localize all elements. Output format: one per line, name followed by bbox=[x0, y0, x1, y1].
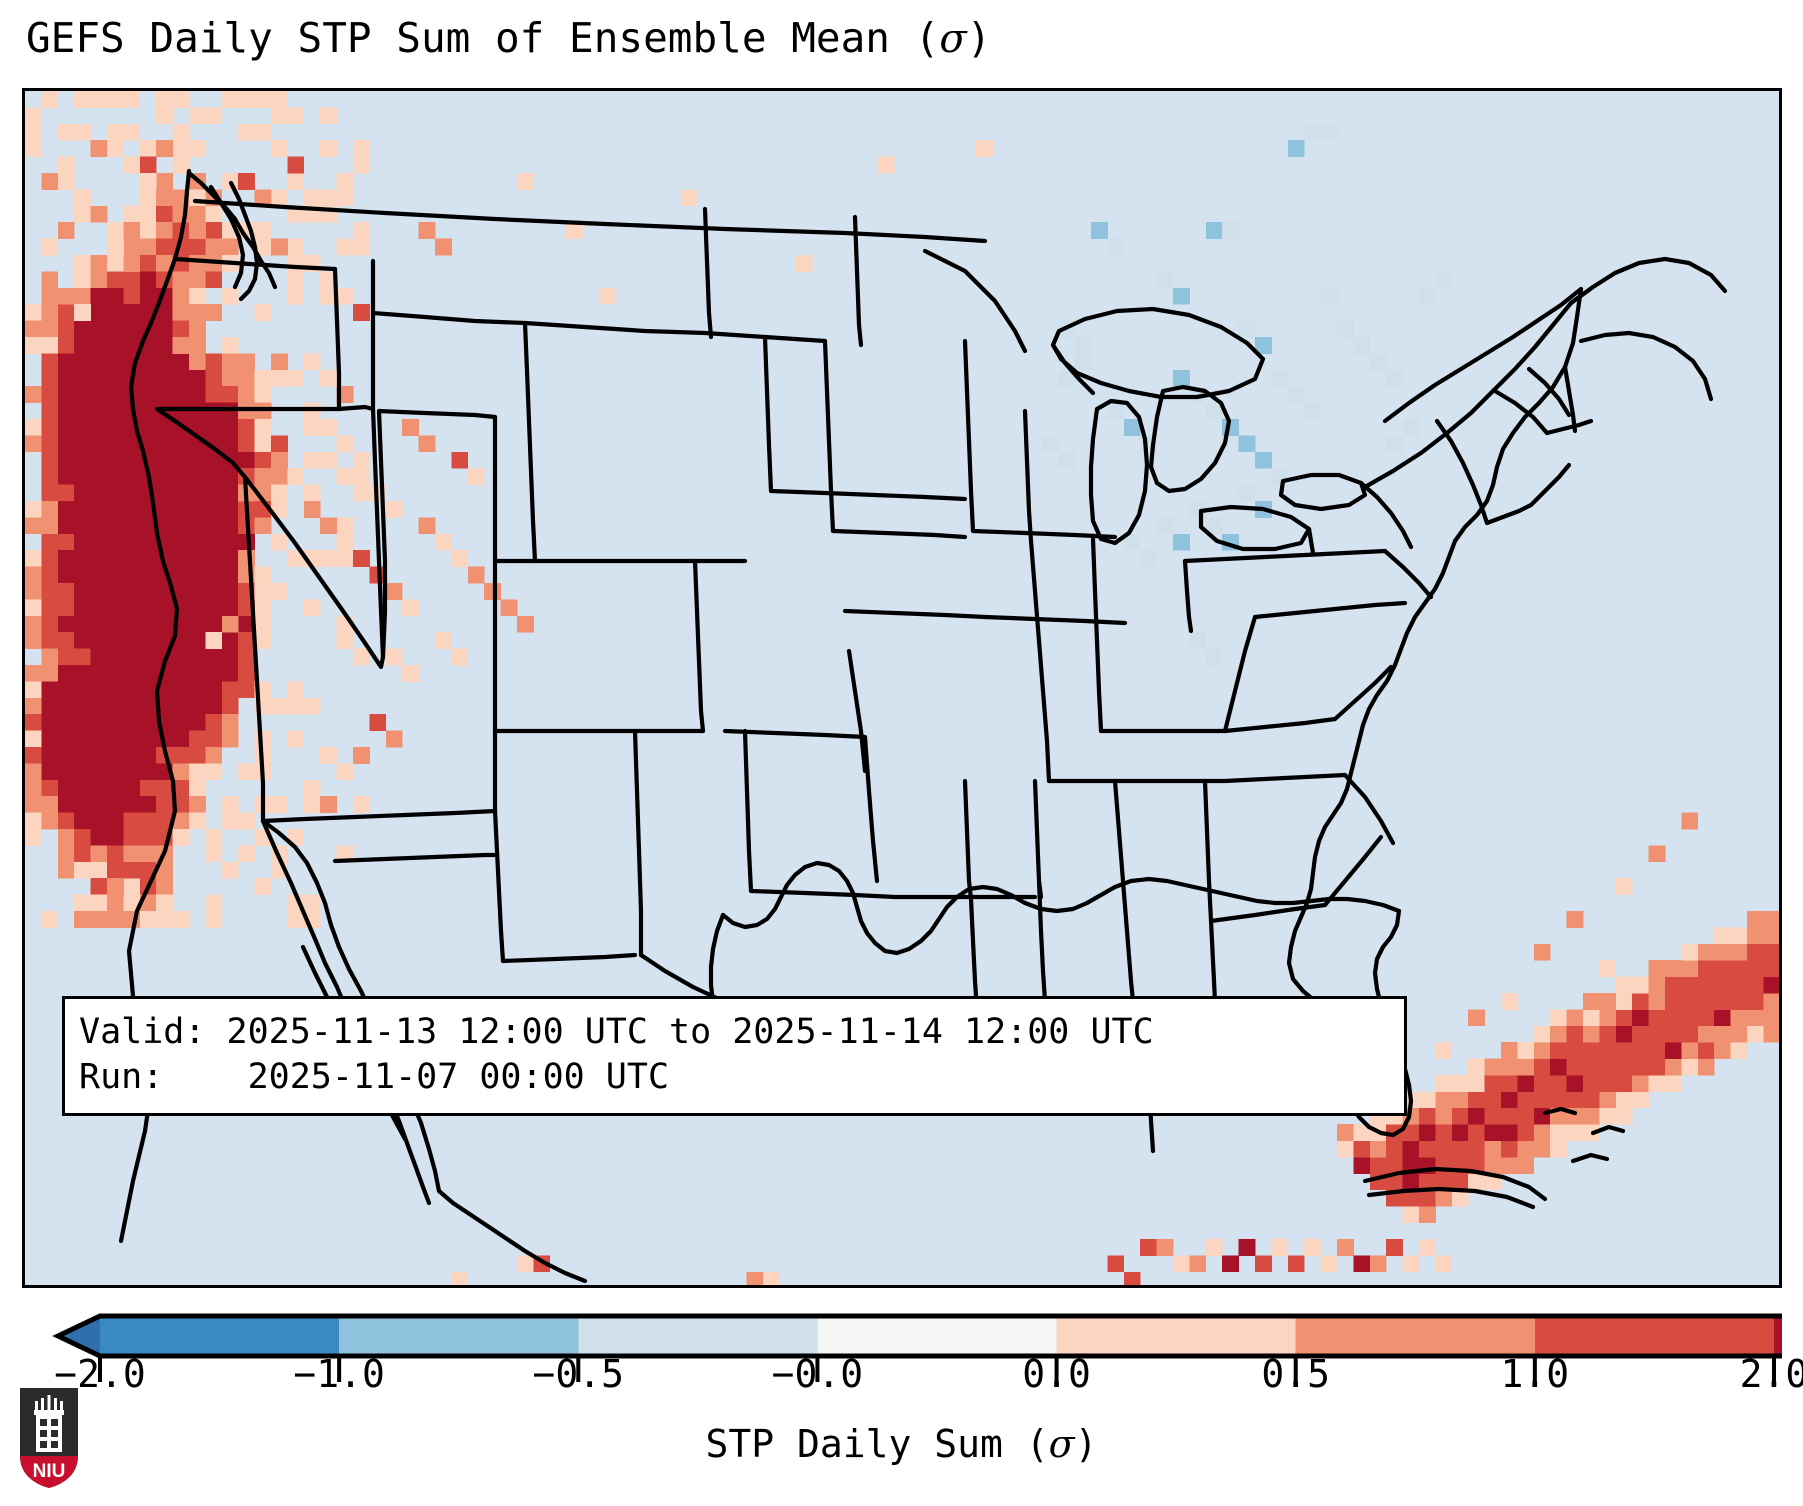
valid-run-textbox: Valid: 2025-11-13 12:00 UTC to 2025-11-1… bbox=[62, 996, 1407, 1116]
colorbar[interactable] bbox=[22, 1300, 1782, 1410]
colorbar-axis-label: STP Daily Sum (σ) bbox=[0, 1422, 1803, 1466]
colorbar-tick-label: −2.0 bbox=[54, 1352, 146, 1396]
niu-logo: NIU bbox=[20, 1388, 78, 1488]
page-title-tail: ) bbox=[966, 14, 992, 62]
run-line: Run: 2025-11-07 00:00 UTC bbox=[79, 1056, 670, 1097]
sigma-symbol: σ bbox=[939, 16, 967, 62]
colorbar-tick-label: 2.0 bbox=[1739, 1352, 1803, 1396]
colorbar-label-text: STP Daily Sum ( bbox=[705, 1422, 1049, 1466]
colorbar-tick-label: −0.0 bbox=[771, 1352, 864, 1396]
page-title-text: GEFS Daily STP Sum of Ensemble Mean ( bbox=[26, 14, 940, 62]
colorbar-tick-label: 0.0 bbox=[1022, 1352, 1091, 1396]
sigma-symbol-colorbar: σ bbox=[1048, 1422, 1075, 1466]
colorbar-label-tail: ) bbox=[1074, 1422, 1098, 1466]
valid-line: Valid: 2025-11-13 12:00 UTC to 2025-11-1… bbox=[79, 1012, 1154, 1052]
map-plot-area[interactable]: Valid: 2025-11-13 12:00 UTC to 2025-11-1… bbox=[22, 88, 1782, 1288]
page-title: GEFS Daily STP Sum of Ensemble Mean (σ) bbox=[26, 16, 991, 62]
colorbar-ticks bbox=[98, 1356, 1776, 1382]
colorbar-container[interactable] bbox=[22, 1300, 1782, 1500]
colorbar-tick-label: 1.0 bbox=[1500, 1352, 1570, 1396]
colorbar-tick-label: −0.5 bbox=[532, 1352, 625, 1396]
colorbar-outline bbox=[52, 1313, 1782, 1359]
colorbar-tick-label: 0.5 bbox=[1261, 1352, 1331, 1396]
colorbar-bands bbox=[58, 1316, 1782, 1356]
colorbar-tick-label: −1.0 bbox=[293, 1352, 385, 1396]
niu-logo-text: NIU bbox=[33, 1461, 66, 1482]
heatmap-cells bbox=[25, 91, 1779, 1285]
map-geography bbox=[118, 168, 1728, 1284]
